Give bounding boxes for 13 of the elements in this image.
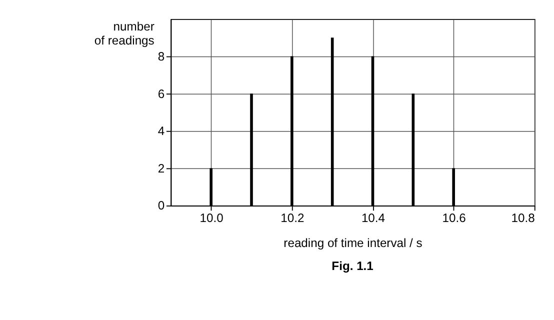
x-axis-title: reading of time interval / s xyxy=(284,236,422,250)
y-axis-title: number of readings xyxy=(94,20,154,48)
y-tick-label: 2 xyxy=(158,161,165,176)
caption: Fig. 1.1 xyxy=(332,258,374,273)
x-tick-label: 10.4 xyxy=(361,210,386,225)
y-tick-label: 6 xyxy=(158,86,165,101)
x-tick-label: 10.2 xyxy=(280,210,304,225)
y-tick-label: 0 xyxy=(158,198,165,213)
y-tick-label: 8 xyxy=(158,49,165,64)
x-tick-label: 10.8 xyxy=(511,210,536,225)
y-tick-label: 4 xyxy=(158,124,165,138)
x-tick-label: 10.6 xyxy=(442,210,466,225)
x-tick-label: 10.0 xyxy=(200,210,224,225)
